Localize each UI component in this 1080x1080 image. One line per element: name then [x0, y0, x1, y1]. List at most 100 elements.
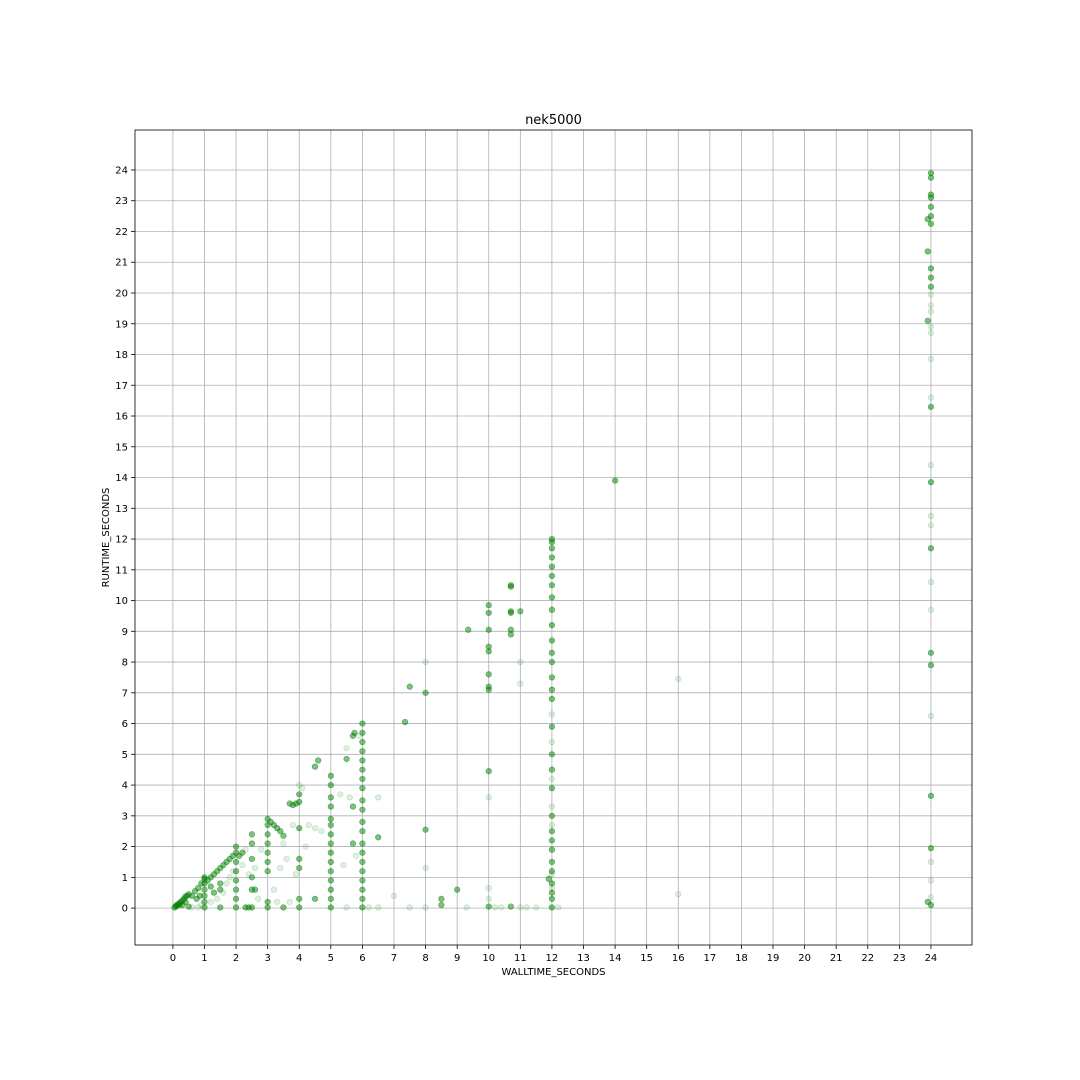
- scatter-point: [548, 658, 556, 666]
- scatter-point: [548, 895, 556, 902]
- scatter-point: [264, 858, 271, 866]
- x-tick-label: 11: [514, 953, 527, 964]
- y-tick-label: 16: [115, 412, 128, 423]
- scatter-point: [485, 686, 492, 693]
- scatter-point: [548, 858, 556, 866]
- scatter-point: [232, 904, 240, 911]
- scatter-point: [349, 840, 357, 847]
- scatter-point: [318, 828, 325, 835]
- scatter-point: [924, 248, 931, 255]
- scatter-point: [927, 845, 935, 852]
- scatter-point: [548, 775, 556, 783]
- scatter-point: [232, 877, 240, 884]
- scatter-point: [280, 840, 287, 847]
- scatter-point: [517, 904, 524, 911]
- x-tick-label: 14: [609, 953, 622, 964]
- y-axis-label: RUNTIME_SECONDS: [101, 488, 112, 588]
- y-tick-label: 21: [115, 258, 128, 269]
- x-tick-label: 8: [422, 953, 428, 964]
- scatter-point: [507, 903, 514, 910]
- y-tick-label: 3: [122, 811, 128, 822]
- scatter-point: [296, 781, 303, 789]
- scatter-point: [548, 535, 556, 543]
- scatter-point: [406, 904, 413, 911]
- scatter-point: [927, 901, 935, 909]
- scatter-point: [359, 797, 366, 804]
- x-tick-label: 2: [233, 953, 239, 964]
- scatter-point: [491, 904, 499, 911]
- scatter-point: [675, 891, 682, 898]
- scatter-point: [188, 892, 195, 899]
- scatter-point: [346, 794, 353, 801]
- scatter-point: [359, 818, 366, 826]
- x-tick-label: 12: [546, 953, 559, 964]
- scatter-point: [465, 626, 472, 633]
- scatter-point: [927, 858, 935, 866]
- scatter-point: [548, 622, 556, 629]
- scatter-point: [927, 606, 935, 613]
- scatter-point: [359, 757, 366, 764]
- scatter-point: [390, 892, 398, 899]
- scatter-point: [548, 711, 556, 718]
- scatter-point: [283, 855, 290, 862]
- scatter-point: [195, 904, 202, 911]
- y-tick-label: 0: [122, 904, 128, 915]
- scatter-point: [375, 904, 382, 911]
- x-tick-label: 18: [735, 953, 748, 964]
- scatter-point: [548, 837, 556, 844]
- scatter-point: [305, 821, 312, 829]
- scatter-point: [463, 904, 470, 911]
- scatter-point: [485, 671, 492, 678]
- scatter-point: [548, 868, 556, 875]
- scatter-point: [207, 898, 214, 906]
- scatter-point: [223, 880, 230, 887]
- scatter-point: [401, 718, 409, 726]
- x-tick-label: 24: [925, 953, 938, 964]
- scatter-point: [188, 904, 195, 911]
- scatter-point: [927, 522, 935, 529]
- scatter-point: [485, 602, 492, 609]
- scatter-point: [927, 302, 935, 309]
- scatter-point: [220, 889, 227, 896]
- scatter-point: [327, 895, 334, 902]
- y-tick-label: 20: [115, 289, 128, 300]
- scatter-point: [343, 755, 350, 763]
- scatter-point: [548, 606, 556, 613]
- scatter-point: [927, 169, 935, 177]
- scatter-point: [422, 826, 429, 833]
- scatter-point: [248, 904, 255, 911]
- scatter-point: [523, 904, 530, 911]
- x-tick-label: 1: [201, 953, 207, 964]
- plot-frame: [134, 129, 973, 946]
- x-tick-label: 19: [767, 953, 780, 964]
- scatter-point: [280, 904, 287, 911]
- scatter-point: [251, 865, 259, 872]
- y-tick-label: 10: [115, 596, 128, 607]
- y-tick-label: 17: [115, 381, 128, 392]
- chart-title: nek5000: [525, 113, 582, 128]
- scatter-point: [927, 203, 935, 210]
- x-tick-label: 4: [296, 953, 302, 964]
- scatter-point: [359, 729, 366, 736]
- scatter-point: [201, 886, 208, 893]
- scatter-point: [927, 329, 935, 337]
- x-tick-label: 17: [703, 953, 716, 964]
- scatter-point: [548, 695, 556, 703]
- scatter-point: [517, 608, 524, 615]
- y-tick-label: 1: [122, 873, 128, 884]
- scatter-point: [485, 768, 492, 775]
- scatter-point: [255, 895, 262, 902]
- y-tick-label: 5: [122, 750, 128, 761]
- scatter-point: [927, 479, 935, 486]
- scatter-point: [924, 317, 931, 324]
- scatter-point: [533, 904, 540, 911]
- x-tick-label: 3: [264, 953, 270, 964]
- scatter-point: [548, 723, 556, 730]
- scatter-point: [927, 403, 935, 410]
- scatter-point: [548, 880, 556, 887]
- scatter-point: [311, 763, 319, 770]
- x-tick-label: 9: [454, 953, 460, 964]
- scatter-point: [517, 658, 524, 666]
